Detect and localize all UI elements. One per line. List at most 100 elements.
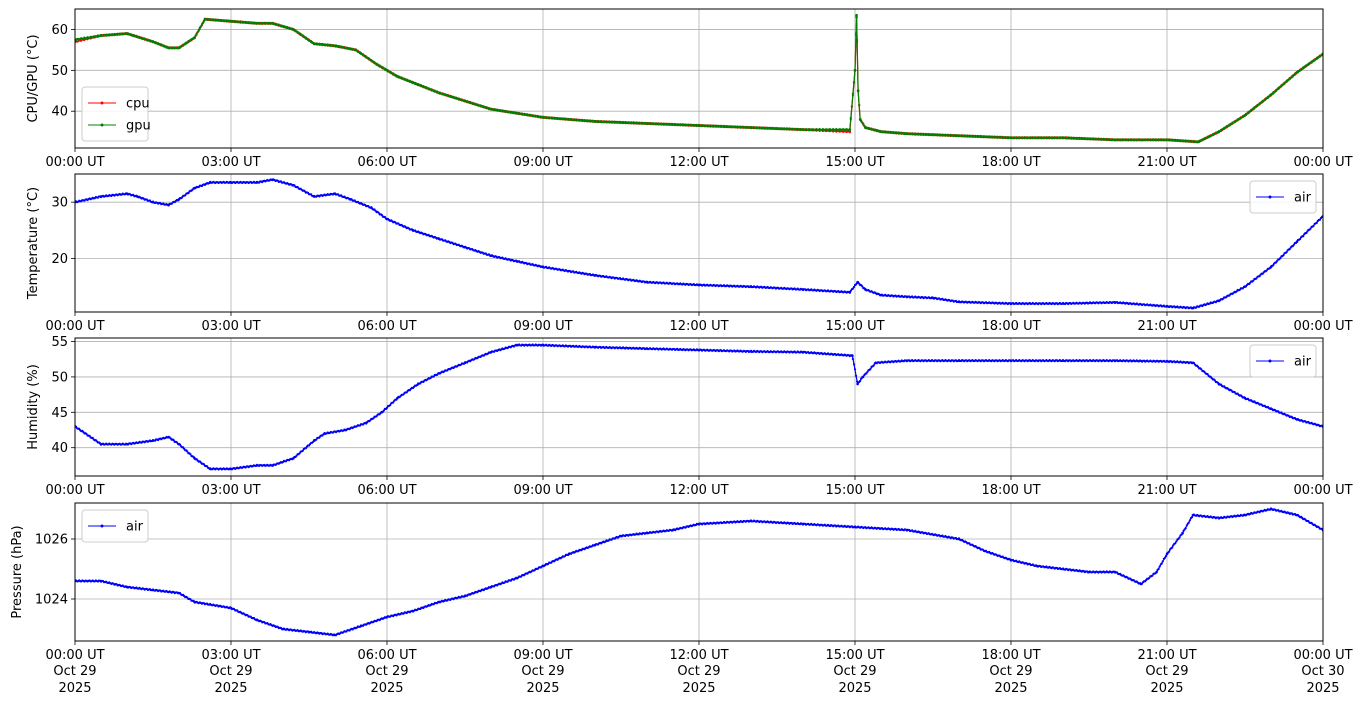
data-point <box>1302 235 1305 238</box>
data-point <box>1255 277 1258 280</box>
data-point <box>864 288 867 291</box>
data-point <box>199 25 202 28</box>
data-point <box>463 99 467 103</box>
data-point <box>195 33 198 36</box>
x-tick-label: 18:00 UT <box>981 319 1040 334</box>
series-markers-gpu <box>75 17 1323 144</box>
data-point <box>515 260 519 263</box>
y-axis-label: CPU/GPU (°C) <box>26 34 41 122</box>
data-point <box>854 32 858 35</box>
data-point <box>541 265 545 269</box>
series-group <box>75 343 1323 471</box>
data-point <box>85 432 88 435</box>
y-tick-label: 40 <box>51 105 68 120</box>
data-point <box>864 126 867 129</box>
data-point <box>189 453 192 456</box>
data-point <box>593 274 597 277</box>
y-tick-label: 30 <box>51 196 68 211</box>
data-point <box>206 465 209 468</box>
data-point <box>1279 256 1282 260</box>
data-point <box>1196 140 1200 144</box>
legend-marker-gpu <box>100 123 104 127</box>
data-point <box>1280 85 1283 88</box>
data-point <box>645 122 649 125</box>
data-point <box>749 126 753 129</box>
data-point <box>370 206 373 210</box>
data-point <box>1272 264 1275 267</box>
data-point <box>854 374 858 377</box>
data-point <box>848 128 852 131</box>
x-tick-label: 03:00 UT <box>201 155 260 170</box>
data-point <box>697 283 701 287</box>
data-point <box>255 22 259 25</box>
data-point <box>354 48 358 52</box>
data-point <box>852 81 856 84</box>
data-point <box>861 285 864 288</box>
data-point <box>853 368 857 371</box>
data-point <box>879 130 883 133</box>
data-point <box>1269 93 1273 97</box>
x-tick-label: 00:00 UT <box>1293 155 1352 170</box>
data-point <box>1165 305 1169 308</box>
data-point <box>298 32 301 35</box>
data-point <box>593 120 597 123</box>
x-tick-label: 00:00 UT <box>45 155 104 170</box>
data-point <box>271 22 274 25</box>
data-point <box>858 103 861 107</box>
data-point <box>193 186 196 190</box>
x-tick-label: 03:00 UT <box>201 319 260 334</box>
data-point <box>858 118 862 121</box>
data-point <box>202 20 206 23</box>
data-point <box>304 447 307 450</box>
data-point <box>645 280 649 284</box>
data-point <box>298 452 301 455</box>
data-point <box>151 200 155 204</box>
data-point <box>931 296 935 300</box>
data-point <box>88 434 91 437</box>
series-group <box>75 178 1323 310</box>
data-point <box>377 211 380 214</box>
data-point <box>1258 275 1261 278</box>
data-point <box>301 34 304 37</box>
data-point <box>392 401 395 404</box>
data-point <box>375 62 378 66</box>
data-point <box>375 415 378 418</box>
legend-label-cpu: cpu <box>126 97 150 112</box>
x-tick-label: 12:00 UT <box>669 155 728 170</box>
data-point <box>177 46 181 50</box>
y-tick-label: 40 <box>51 441 68 456</box>
x-tick-label: 00:00 UT <box>45 319 104 334</box>
data-point <box>1295 240 1299 243</box>
data-point <box>850 105 854 108</box>
data-point <box>1250 109 1253 112</box>
data-point <box>697 124 701 127</box>
data-point <box>208 181 212 184</box>
x-tick-label: 09:00 UT <box>513 155 572 170</box>
data-point <box>358 51 362 54</box>
data-point <box>312 42 316 46</box>
legend-box <box>81 86 149 142</box>
data-point <box>749 285 753 288</box>
x-tick-label: 15:00 UT <box>825 155 884 170</box>
data-point <box>99 195 103 198</box>
data-point <box>125 32 129 35</box>
data-point <box>1307 63 1310 66</box>
data-point <box>181 196 184 199</box>
data-point <box>865 372 868 375</box>
data-point <box>1305 231 1308 235</box>
data-point <box>186 450 189 453</box>
data-point <box>380 213 383 216</box>
data-point <box>1206 373 1209 376</box>
data-point <box>167 46 170 50</box>
data-point <box>1247 112 1250 115</box>
data-point <box>136 195 139 198</box>
data-point <box>1061 302 1065 305</box>
data-point <box>385 406 389 409</box>
data-point <box>315 438 318 441</box>
data-point <box>852 285 856 289</box>
x-tick-label: 06:00 UT <box>357 155 416 170</box>
data-point <box>333 192 337 196</box>
data-point <box>301 449 304 452</box>
